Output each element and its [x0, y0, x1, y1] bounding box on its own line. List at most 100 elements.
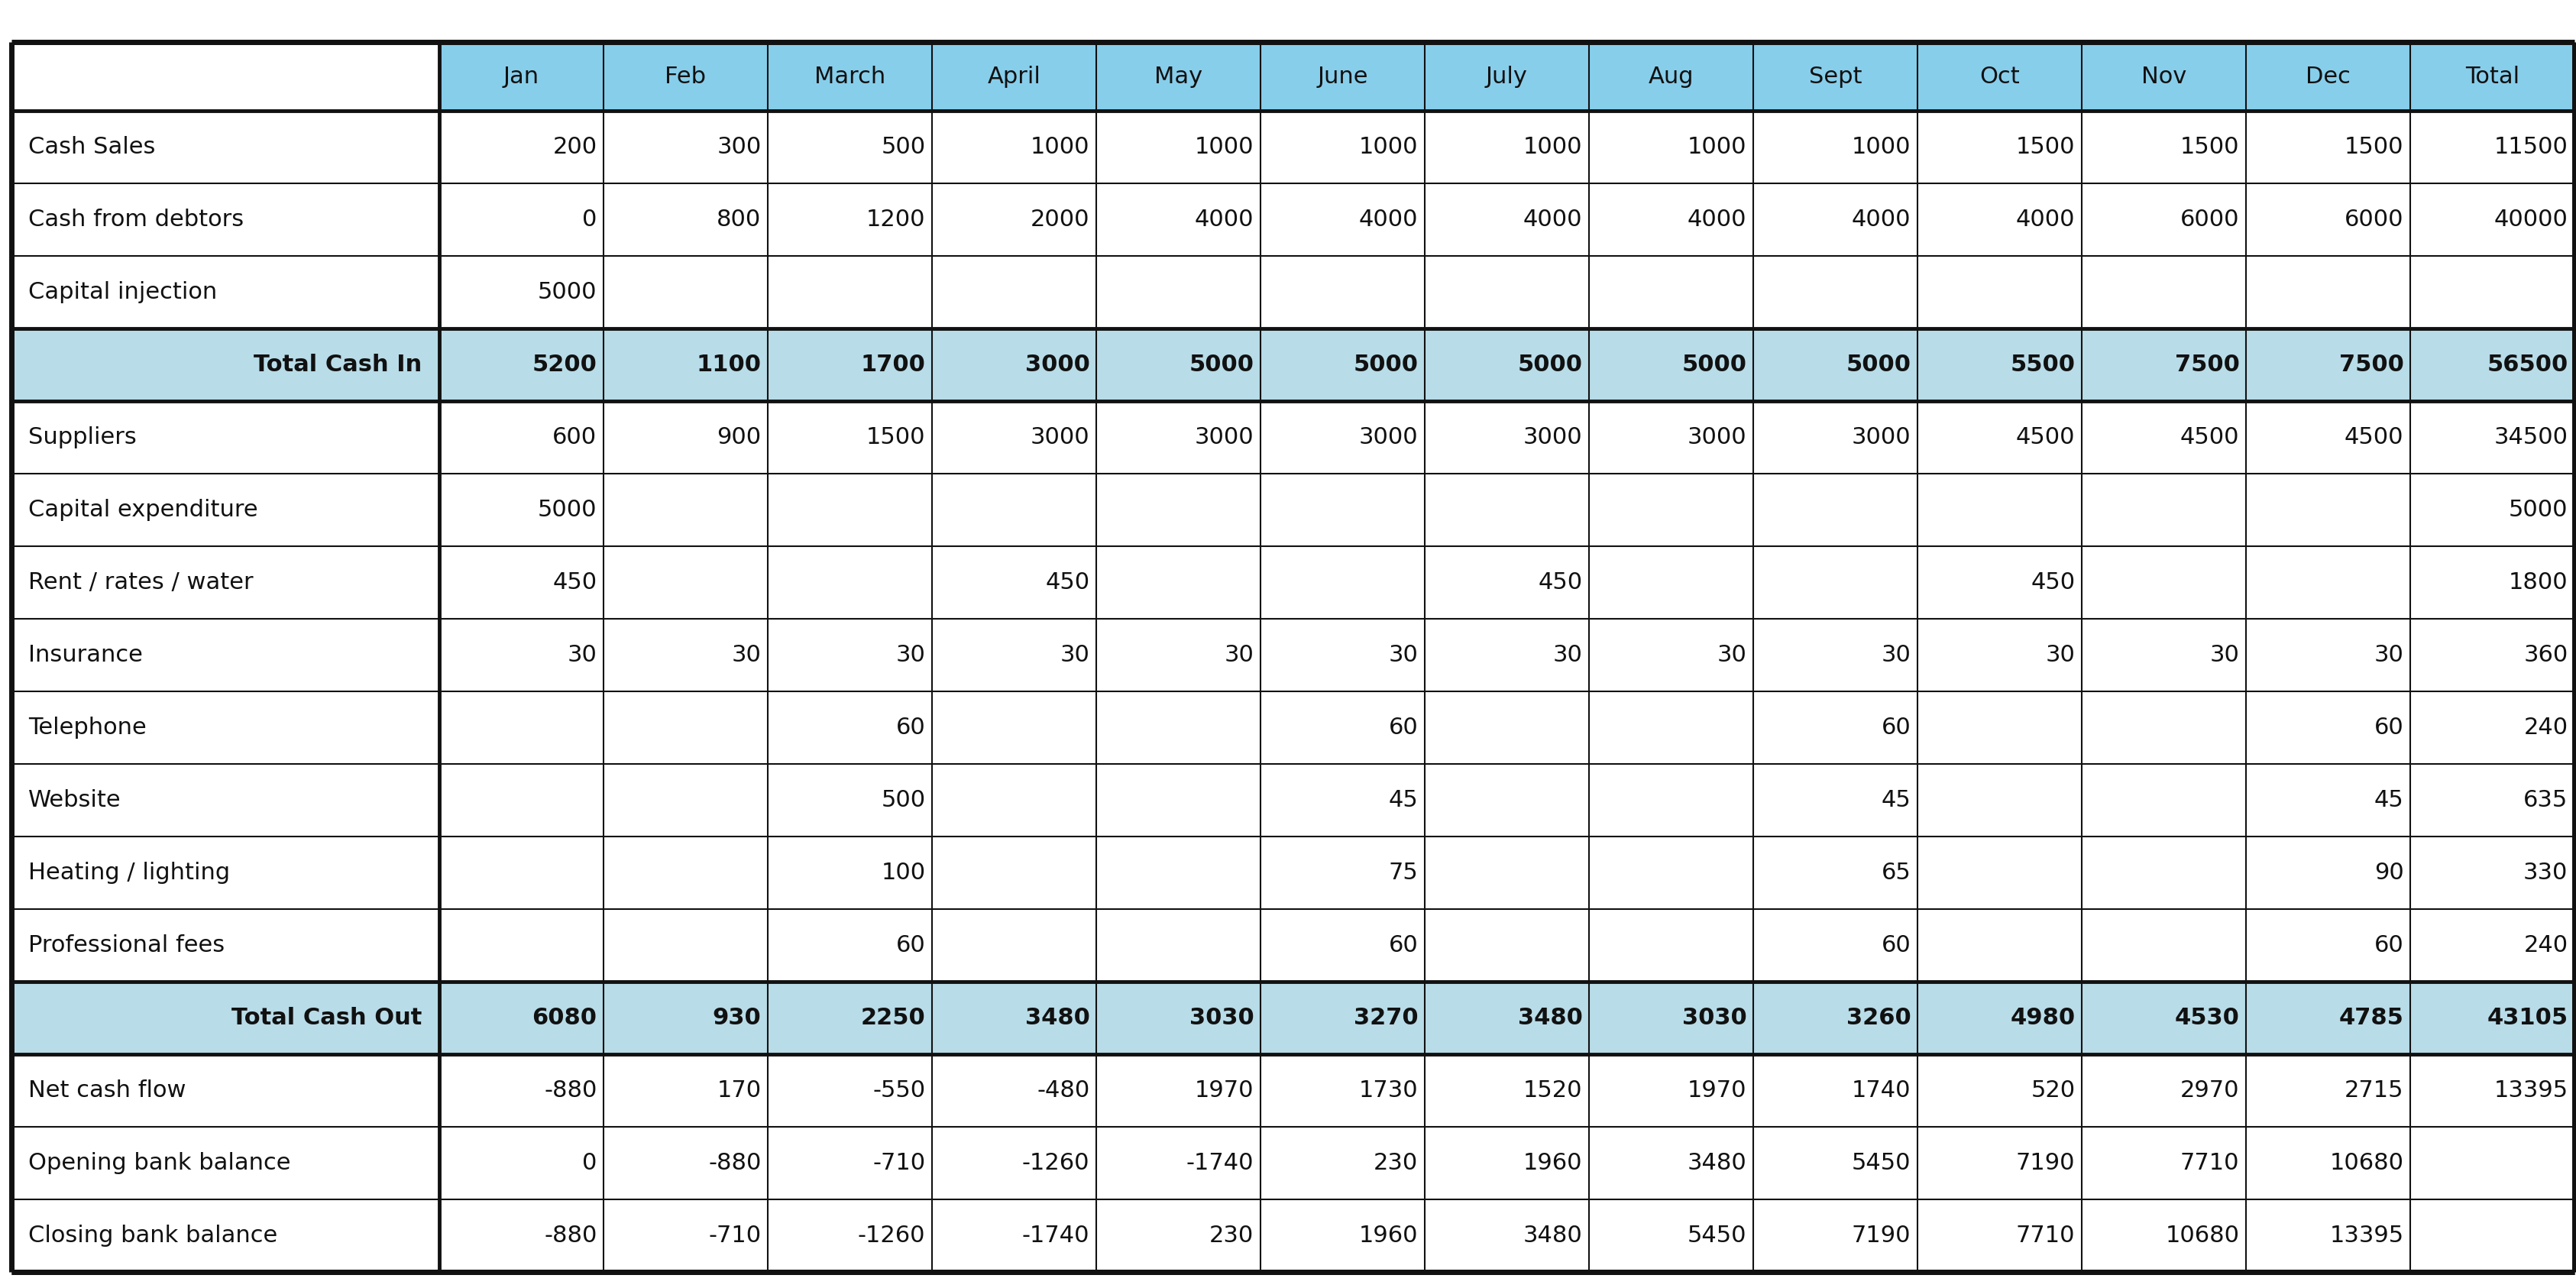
Bar [10, 43, 440, 111]
Text: 3480: 3480 [1522, 1225, 1582, 1247]
Bar [933, 692, 1097, 764]
Text: 1000: 1000 [1360, 137, 1419, 158]
Bar [2246, 1127, 2411, 1199]
Bar [2246, 692, 2411, 764]
Bar [1917, 618, 2081, 692]
Bar [1589, 328, 1754, 401]
Bar [1589, 1127, 1754, 1199]
Bar [440, 618, 603, 692]
Bar [2081, 256, 2246, 328]
Bar [933, 401, 1097, 474]
Bar [768, 401, 933, 474]
Text: Oct: Oct [1978, 66, 2020, 88]
Bar [1097, 618, 1260, 692]
Bar [1260, 1199, 1425, 1273]
Bar [440, 764, 603, 836]
Text: 4500: 4500 [2179, 426, 2239, 448]
Text: 240: 240 [2524, 716, 2568, 739]
Text: 5000: 5000 [538, 281, 598, 303]
Bar [1754, 618, 1917, 692]
Bar [768, 981, 933, 1055]
Bar [1917, 256, 2081, 328]
Text: 170: 170 [716, 1079, 760, 1101]
Bar [603, 618, 768, 692]
Text: 45: 45 [1880, 790, 1911, 811]
Text: 5450: 5450 [1687, 1225, 1747, 1247]
Bar [1260, 764, 1425, 836]
Bar [2081, 546, 2246, 618]
Bar [1754, 43, 1917, 111]
Bar [1425, 1199, 1589, 1273]
Text: 1500: 1500 [2179, 137, 2239, 158]
Bar [2246, 981, 2411, 1055]
Bar [2411, 256, 2573, 328]
Text: 1500: 1500 [2344, 137, 2403, 158]
Text: 3000: 3000 [1025, 354, 1090, 376]
Bar [440, 256, 603, 328]
Text: Website: Website [28, 790, 121, 811]
Text: 30: 30 [1718, 644, 1747, 666]
Text: Capital injection: Capital injection [28, 281, 216, 303]
Bar [2246, 1199, 2411, 1273]
Bar [1260, 401, 1425, 474]
Bar [1260, 43, 1425, 111]
Bar [1917, 909, 2081, 981]
Bar [1097, 43, 1260, 111]
Bar [1917, 43, 2081, 111]
Text: -880: -880 [708, 1151, 760, 1175]
Text: 30: 30 [567, 644, 598, 666]
Text: 1740: 1740 [1852, 1079, 1911, 1101]
Bar [1260, 909, 1425, 981]
Text: May: May [1154, 66, 1203, 88]
Text: 30: 30 [2045, 644, 2076, 666]
Bar [1097, 401, 1260, 474]
Text: Closing bank balance: Closing bank balance [28, 1225, 278, 1247]
Text: 1100: 1100 [696, 354, 760, 376]
Bar [10, 474, 440, 546]
Text: April: April [987, 66, 1041, 88]
Text: 450: 450 [2030, 572, 2076, 594]
Bar [603, 1055, 768, 1127]
Text: 60: 60 [1388, 716, 1419, 739]
Bar [10, 909, 440, 981]
Bar [1589, 836, 1754, 909]
Bar [2081, 474, 2246, 546]
Bar [440, 474, 603, 546]
Bar [1589, 111, 1754, 183]
Bar [1425, 618, 1589, 692]
Bar [1917, 546, 2081, 618]
Text: 2000: 2000 [1030, 209, 1090, 231]
Bar [2081, 1055, 2246, 1127]
Bar [603, 1127, 768, 1199]
Bar [1589, 474, 1754, 546]
Bar [603, 111, 768, 183]
Text: 60: 60 [2375, 934, 2403, 957]
Text: 4000: 4000 [1852, 209, 1911, 231]
Bar [1917, 1127, 2081, 1199]
Bar [1589, 183, 1754, 256]
Text: 1970: 1970 [1195, 1079, 1255, 1101]
Bar [10, 111, 440, 183]
Text: 500: 500 [881, 137, 925, 158]
Bar [1917, 836, 2081, 909]
Text: 3030: 3030 [1190, 1007, 1255, 1029]
Bar [2411, 111, 2573, 183]
Text: 4000: 4000 [1687, 209, 1747, 231]
Text: 30: 30 [732, 644, 760, 666]
Bar [2246, 328, 2411, 401]
Text: 60: 60 [2375, 716, 2403, 739]
Bar [1260, 836, 1425, 909]
Bar [2411, 474, 2573, 546]
Text: 5000: 5000 [2509, 498, 2568, 522]
Text: 3480: 3480 [1025, 1007, 1090, 1029]
Text: 900: 900 [716, 426, 760, 448]
Bar [1097, 764, 1260, 836]
Bar [1754, 183, 1917, 256]
Bar [2411, 764, 2573, 836]
Bar [1097, 1127, 1260, 1199]
Text: 30: 30 [1553, 644, 1582, 666]
Bar [2246, 111, 2411, 183]
Text: 3000: 3000 [1852, 426, 1911, 448]
Text: 2970: 2970 [2179, 1079, 2239, 1101]
Bar [1097, 981, 1260, 1055]
